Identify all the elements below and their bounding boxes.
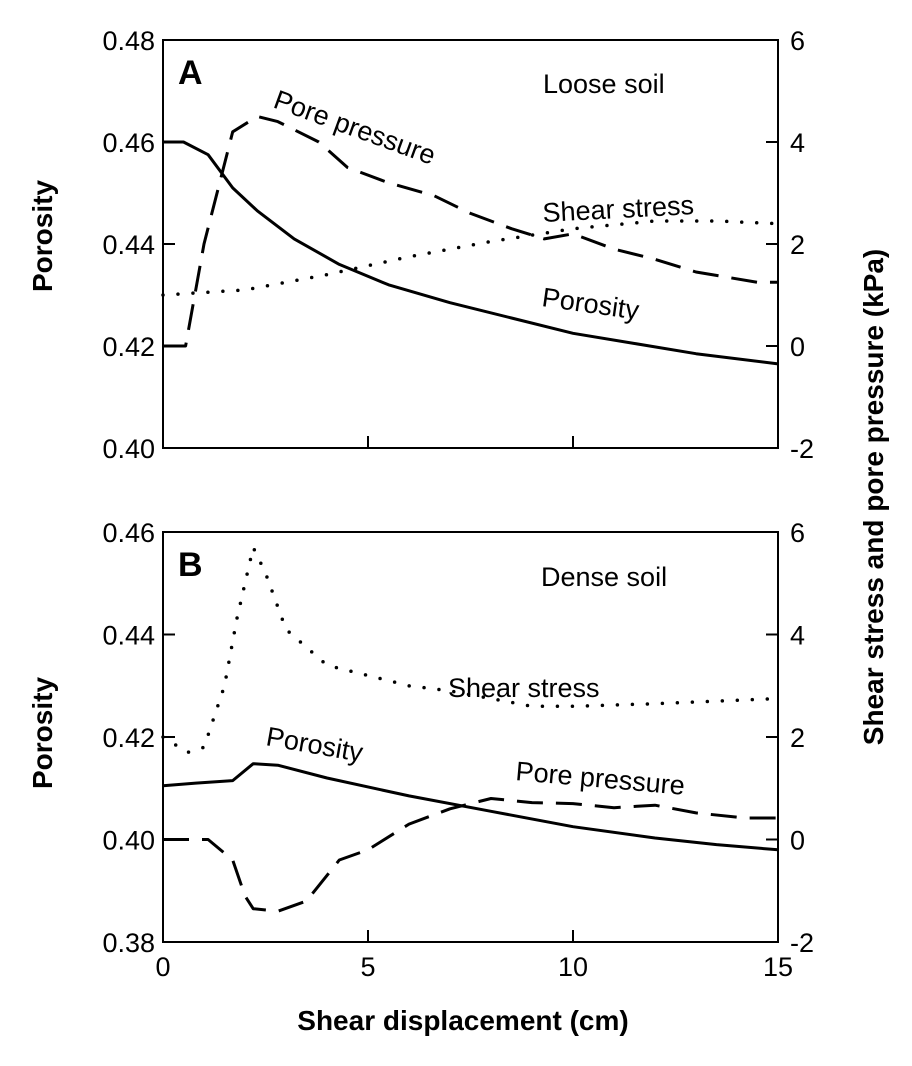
panel-b-ylabel-left: Porosity (27, 677, 58, 789)
y-left-tick-label: 0.46 (102, 518, 155, 548)
y-left-tick-label: 0.46 (102, 128, 155, 158)
panel-b-label-pore-pressure: Pore pressure (514, 756, 686, 801)
panel-b: 0 5 10 15 0.38 0.40 0.42 0.44 0.46 -2 0 2 4 6 B Dense… (27, 518, 814, 1036)
panel-a-frame (162, 39, 779, 449)
panel-a-label-porosity: Porosity (540, 282, 641, 325)
x-tick-label: 0 (155, 952, 170, 982)
x-tick-label: 5 (360, 952, 375, 982)
series-porosity-line (162, 762, 779, 852)
y-right-tick-label: -2 (790, 434, 814, 464)
panel-a-label-pore-pressure: Pore pressure (270, 84, 440, 170)
series-shear-stress-line (161, 545, 780, 755)
y-axis-title-right: Shear stress and pore pressure (kPa) (858, 249, 889, 745)
y-left-tick-label: 0.42 (102, 723, 155, 753)
series-pore-pressure-line (163, 115, 778, 348)
y-left-tick-label: 0.38 (102, 928, 155, 958)
panel-a-label-shear-stress: Shear stress (542, 190, 695, 228)
y-left-tick-label: 0.44 (102, 230, 155, 260)
y-left-tick-label: 0.42 (102, 332, 155, 362)
y-right-tick-label: 2 (790, 230, 805, 260)
panel-a-series (161, 115, 780, 366)
panel-b-series (161, 545, 780, 913)
x-tick-label: 10 (558, 952, 588, 982)
y-right-tick-label: 4 (790, 621, 805, 651)
y-right-tick-label: -2 (790, 928, 814, 958)
y-right-tick-label: 4 (790, 128, 805, 158)
y-right-tick-label: 0 (790, 332, 805, 362)
series-pore-pressure-line (163, 797, 778, 913)
series-shear-stress-line (161, 219, 780, 297)
panel-b-annotation: Dense soil (541, 562, 667, 592)
panel-b-tick-labels: 0 5 10 15 0.38 0.40 0.42 0.44 0.46 -2 0 2 4 6 (102, 518, 814, 982)
panel-b-letter: B (178, 546, 203, 584)
y-left-tick-label: 0.40 (102, 826, 155, 856)
panel-a-annotation: Loose soil (543, 69, 665, 99)
panel-b-label-porosity: Porosity (264, 721, 366, 768)
y-left-tick-label: 0.44 (102, 621, 155, 651)
y-right-tick-label: 2 (790, 723, 805, 753)
y-left-tick-label: 0.48 (102, 26, 155, 56)
series-porosity-line (163, 140, 779, 366)
panel-a-tick-labels: 0.40 0.42 0.44 0.46 0.48 -2 0 2 4 6 (102, 26, 814, 464)
panel-a-ylabel-left: Porosity (27, 180, 58, 292)
x-tick-label: 15 (763, 952, 793, 982)
x-axis-title: Shear displacement (cm) (297, 1005, 628, 1036)
panel-a-letter: A (178, 54, 203, 92)
panel-b-ticks (162, 531, 779, 943)
panel-b-label-shear-stress: Shear stress (448, 673, 600, 703)
y-left-tick-label: 0.40 (102, 434, 155, 464)
y-right-tick-label: 6 (790, 26, 805, 56)
y-right-tick-label: 0 (790, 826, 805, 856)
panel-b-frame (162, 531, 779, 943)
panel-a-ticks (162, 39, 779, 449)
y-right-tick-label: 6 (790, 518, 805, 548)
